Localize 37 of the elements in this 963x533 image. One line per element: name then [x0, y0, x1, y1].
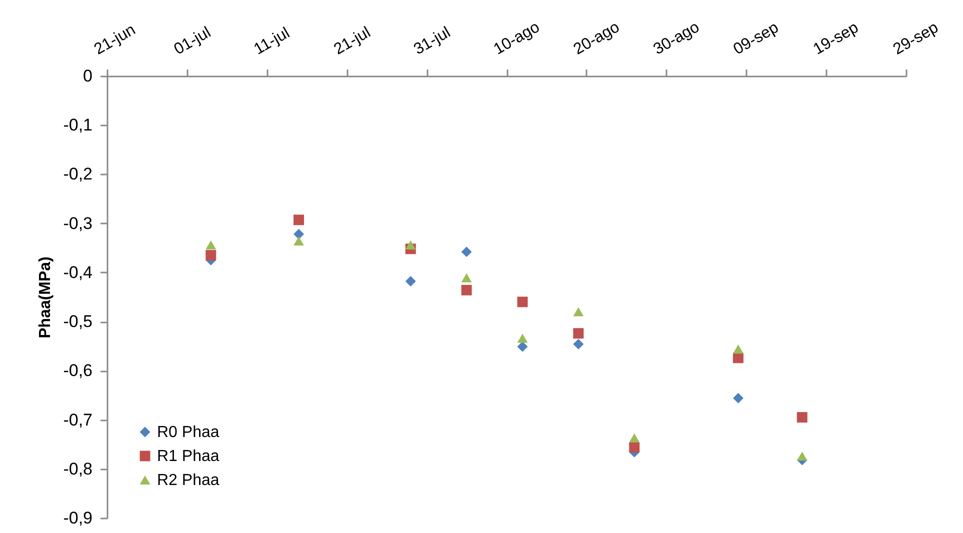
point [461, 246, 472, 258]
point [517, 296, 528, 308]
point [732, 392, 744, 404]
point [796, 412, 808, 423]
y-tick-label: -0,7 [63, 410, 92, 430]
point [405, 240, 416, 250]
point [732, 352, 744, 364]
point [796, 452, 808, 461]
y-axis-title: Phaa(MPa) [37, 256, 54, 338]
y-tick-label: -0,9 [63, 508, 92, 528]
point [573, 338, 584, 350]
point [517, 341, 528, 352]
point [461, 284, 472, 296]
legend-label: R2 Phaa [157, 472, 220, 489]
y-tick-label: -0,1 [63, 116, 92, 135]
point [629, 433, 640, 442]
y-tick-label: -0,2 [63, 164, 92, 184]
y-tick-label: -0,6 [63, 361, 92, 380]
point [732, 344, 744, 354]
y-tick-label: -0,3 [63, 214, 92, 233]
point [573, 307, 584, 316]
y-tick-label: -0,5 [63, 312, 92, 332]
point [206, 240, 216, 250]
point [294, 214, 304, 226]
point [517, 334, 528, 343]
y-tick-label: -0,4 [63, 262, 92, 282]
point [405, 276, 416, 287]
legend-label: R0 Phaa [157, 424, 220, 441]
point [294, 228, 304, 240]
y-tick-label: 0 [83, 66, 92, 86]
point [461, 273, 472, 282]
y-tick-label: -0,8 [63, 459, 92, 478]
point [206, 250, 216, 260]
point [294, 236, 304, 246]
legend-label: R1 Phaa [157, 448, 220, 465]
point [629, 442, 640, 453]
point [573, 328, 584, 339]
